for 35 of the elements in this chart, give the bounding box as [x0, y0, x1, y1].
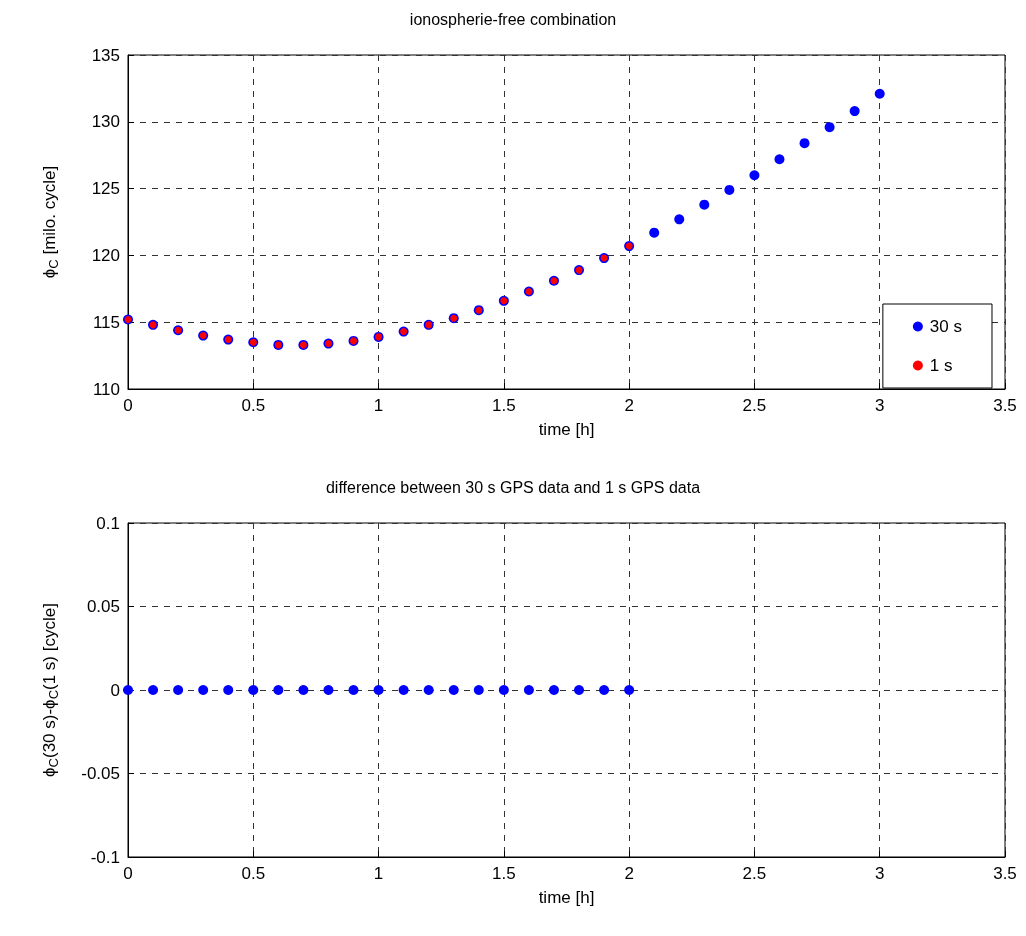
x-tick-label: 3 — [874, 864, 885, 883]
x-tick-label: 3.5 — [993, 864, 1017, 883]
legend-label: 30 s — [929, 317, 963, 336]
y-tick-label: 130 — [91, 112, 120, 132]
x-tick-label: 0.5 — [241, 396, 266, 415]
y-axis-title: ϕC [milo. cycle] — [40, 165, 61, 279]
x-tick-label: 3 — [874, 396, 885, 415]
y-axis-title: ϕC(30 s)-ϕC(1 s) [cycle] — [40, 603, 61, 777]
x-tick-label: 1.5 — [492, 396, 516, 415]
legend-label: 1 s — [929, 356, 953, 375]
y-tick-label: 0.1 — [96, 513, 120, 533]
chart-title: ionospherie-free combination — [409, 10, 617, 28]
x-tick-label: 2 — [624, 864, 634, 883]
y-tick-label: 115 — [92, 312, 120, 332]
x-tick-label: 1.5 — [492, 864, 516, 883]
y-tick-label: 125 — [91, 179, 120, 199]
x-tick-label: 2 — [624, 396, 634, 415]
x-tick-label: 0 — [123, 864, 133, 883]
x-tick-label: 2.5 — [742, 864, 767, 883]
x-tick-label: 2.5 — [742, 396, 767, 415]
x-axis-title: time [h] — [538, 888, 595, 907]
x-tick-label: 1 — [373, 396, 384, 415]
y-tick-label: 135 — [91, 45, 120, 65]
x-tick-label: 3.5 — [993, 396, 1017, 415]
x-tick-label: 0.5 — [241, 864, 266, 883]
y-tick-label: 120 — [91, 245, 120, 265]
y-tick-label: 110 — [92, 379, 120, 399]
chart-title: difference between 30 s GPS data and 1 s GPS data — [325, 478, 701, 496]
y-tick-label: 0 — [110, 680, 120, 700]
x-tick-label: 1 — [373, 864, 384, 883]
y-tick-label: 0.05 — [86, 597, 120, 616]
x-axis-title: time [h] — [538, 420, 595, 439]
x-tick-label: 0 — [123, 396, 133, 415]
y-tick-label: -0.05 — [81, 764, 120, 783]
y-tick-label: -0.1 — [90, 847, 120, 867]
